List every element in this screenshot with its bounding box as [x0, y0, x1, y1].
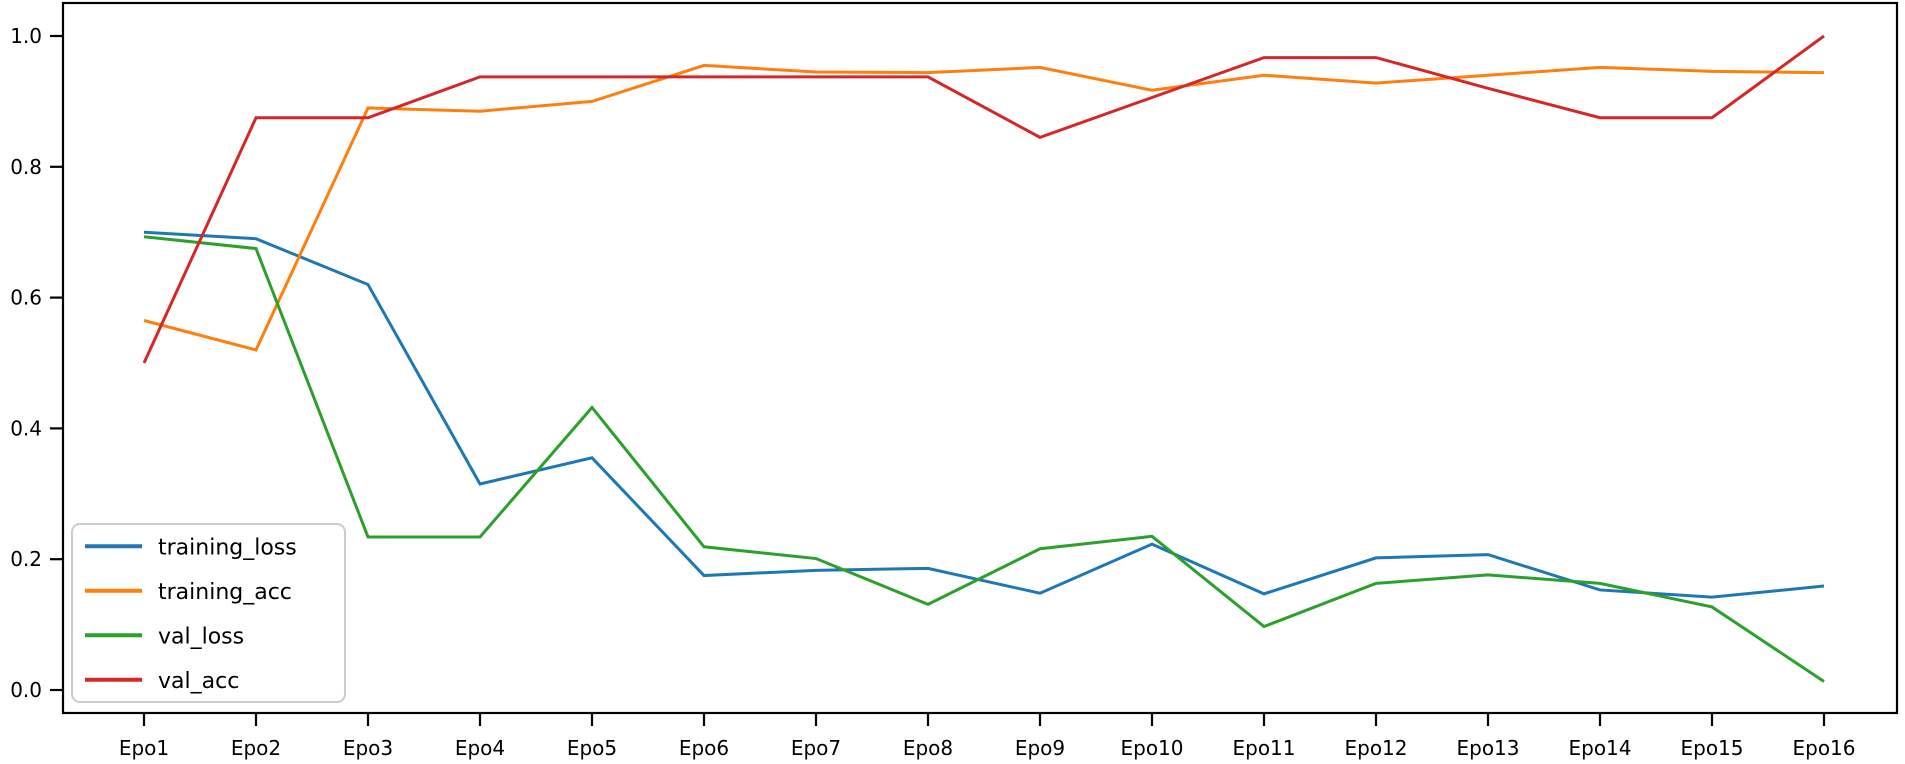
legend-box [71, 523, 346, 703]
x-axis-tick-label: Epo6 [679, 736, 729, 760]
series-line-val_loss [143, 235, 1825, 683]
y-axis-tick-label: 0.0 [10, 678, 42, 702]
x-axis-tick-label: Epo2 [231, 736, 281, 760]
legend-label-training_loss: training_loss [158, 535, 297, 560]
x-axis-tick-label: Epo3 [343, 736, 393, 760]
x-axis-tick-label: Epo1 [119, 736, 169, 760]
axes-spines [61, 1, 1899, 715]
x-axis-tick-label: Epo7 [791, 736, 841, 760]
x-axis-tick-label: Epo16 [1792, 736, 1855, 760]
x-axis-tick-label: Epo14 [1568, 736, 1631, 760]
legend-label-val_loss: val_loss [158, 624, 244, 649]
series-line-val_acc [142, 34, 1825, 364]
series-line-training_acc [143, 63, 1825, 352]
y-axis-tick-label: 0.4 [10, 416, 42, 440]
x-axis-tick-label: Epo10 [1120, 736, 1183, 760]
y-axis-tick-label: 0.6 [10, 286, 42, 310]
y-axis-tick-label: 0.2 [10, 547, 42, 571]
y-axis-tick-label: 1.0 [10, 24, 42, 48]
x-axis-tick-label: Epo11 [1232, 736, 1295, 760]
legend-label-val_acc: val_acc [158, 669, 239, 694]
x-axis-tick-label: Epo9 [1015, 736, 1065, 760]
x-axis-tick-label: Epo5 [567, 736, 617, 760]
plot-area [63, 3, 1897, 713]
series-line-training_loss [143, 230, 1825, 599]
x-axis-tick-label: Epo15 [1680, 736, 1743, 760]
x-axis-tick-label: Epo12 [1344, 736, 1407, 760]
x-axis-tick-label: Epo4 [455, 736, 505, 760]
x-axis-tick-label: Epo13 [1456, 736, 1519, 760]
x-axis-tick-label: Epo8 [903, 736, 953, 760]
y-axis-tick-label: 0.8 [10, 155, 42, 179]
legend-label-training_acc: training_acc [158, 580, 292, 605]
